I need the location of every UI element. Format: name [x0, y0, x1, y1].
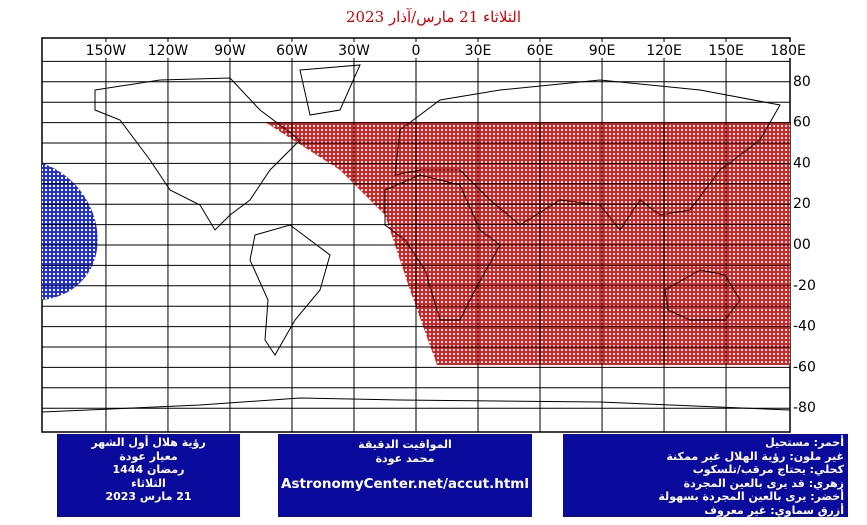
latitude-label: 60: [793, 115, 811, 131]
legend-line: أزرق سماوي: غير معروف: [704, 503, 844, 517]
latitude-label: -40: [793, 319, 816, 335]
legend-line: زهري: قد يرى بالعين المجردة: [683, 476, 844, 490]
credit-url: AstronomyCenter.net/accut.html: [281, 476, 529, 492]
label-bg: [704, 42, 749, 58]
longitude-label: 150W: [86, 43, 127, 59]
label-bg: [207, 42, 252, 58]
label-bg: [766, 42, 811, 58]
south-america: [249, 224, 331, 356]
longitude-label: 90E: [589, 43, 616, 59]
longitude-label: 60W: [276, 43, 308, 59]
label-bg: [791, 113, 821, 132]
impossible-region: [265, 122, 790, 365]
info-line: 21 مارس 2023: [105, 490, 192, 503]
info-box: رؤية هلال أول الشهر معيار عودة رمضان 1444 ا…: [57, 434, 240, 517]
legend-line: كحلي: يحتاج مرقب/تلسكوب: [692, 463, 844, 476]
north-america: [94, 77, 301, 231]
latitude-label: -20: [793, 278, 816, 294]
label-bg: [83, 42, 128, 58]
coastlines: [41, 64, 791, 413]
info-line: رؤية هلال أول الشهر: [91, 436, 206, 449]
label-bg: [331, 42, 376, 58]
legend-line: أخضر: يرى بالعين المجردة بسهولة: [658, 490, 844, 503]
longitude-label: 150E: [708, 43, 744, 59]
info-line: رمضان 1444: [112, 463, 185, 476]
longitude-label: 30E: [465, 43, 492, 59]
africa: [384, 174, 501, 321]
map-title: الثلاثاء 21 مارس/آذار 2023: [345, 8, 522, 26]
latitude-label: 00: [793, 237, 811, 253]
eurasia: [394, 79, 781, 231]
label-bg: [518, 42, 563, 58]
longitude-label: 120E: [646, 43, 682, 59]
longitude-label: 120W: [148, 43, 189, 59]
label-bg: [580, 42, 625, 58]
label-bg: [791, 317, 821, 336]
label-bg: [791, 154, 821, 173]
info-line: معيار عودة: [119, 449, 178, 463]
label-bg: [456, 42, 501, 58]
credit-line: محمد عودة: [375, 451, 435, 465]
latitude-label: 40: [793, 155, 811, 171]
latitude-label: -60: [793, 359, 816, 375]
label-bg: [791, 358, 821, 377]
latitude-label: 80: [793, 74, 811, 90]
antarctica: [41, 397, 791, 413]
label-bg: [791, 195, 821, 214]
credit-box: المواقيت الدقيقة محمد عودة AstronomyCent…: [278, 434, 532, 517]
longitude-label: 180E: [770, 43, 806, 59]
longitude-label: 60E: [527, 43, 554, 59]
greenland: [299, 64, 361, 116]
legend-box: أحمر: مستحيل غير ملون: رؤية الهلال غير مم…: [563, 434, 848, 517]
label-bg: [791, 399, 821, 418]
label-bg: [394, 42, 438, 58]
label-bg: [791, 276, 821, 295]
legend-line: غير ملون: رؤية الهلال غير ممكنة: [666, 449, 844, 463]
longitude-label: 90W: [214, 43, 246, 59]
legend-line: أحمر: مستحيل: [765, 436, 844, 449]
latitude-label: -80: [793, 400, 816, 416]
longitude-label: 0: [412, 43, 421, 59]
label-bg: [642, 42, 687, 58]
label-bg: [269, 42, 314, 58]
latitude-label: 20: [793, 196, 811, 212]
axis-labels: 150W 120W 90W 60W 30W 0 30E 60E 90E 120E 150E 180E 8…: [83, 42, 821, 418]
label-bg: [145, 42, 190, 58]
australia: [664, 269, 741, 321]
longitude-label: 30W: [338, 43, 370, 59]
info-line: الثلاثاء: [131, 476, 166, 490]
credit-line: المواقيت الدقيقة: [358, 438, 452, 451]
label-bg: [791, 72, 821, 91]
grid: [42, 38, 790, 432]
label-bg: [791, 236, 821, 254]
